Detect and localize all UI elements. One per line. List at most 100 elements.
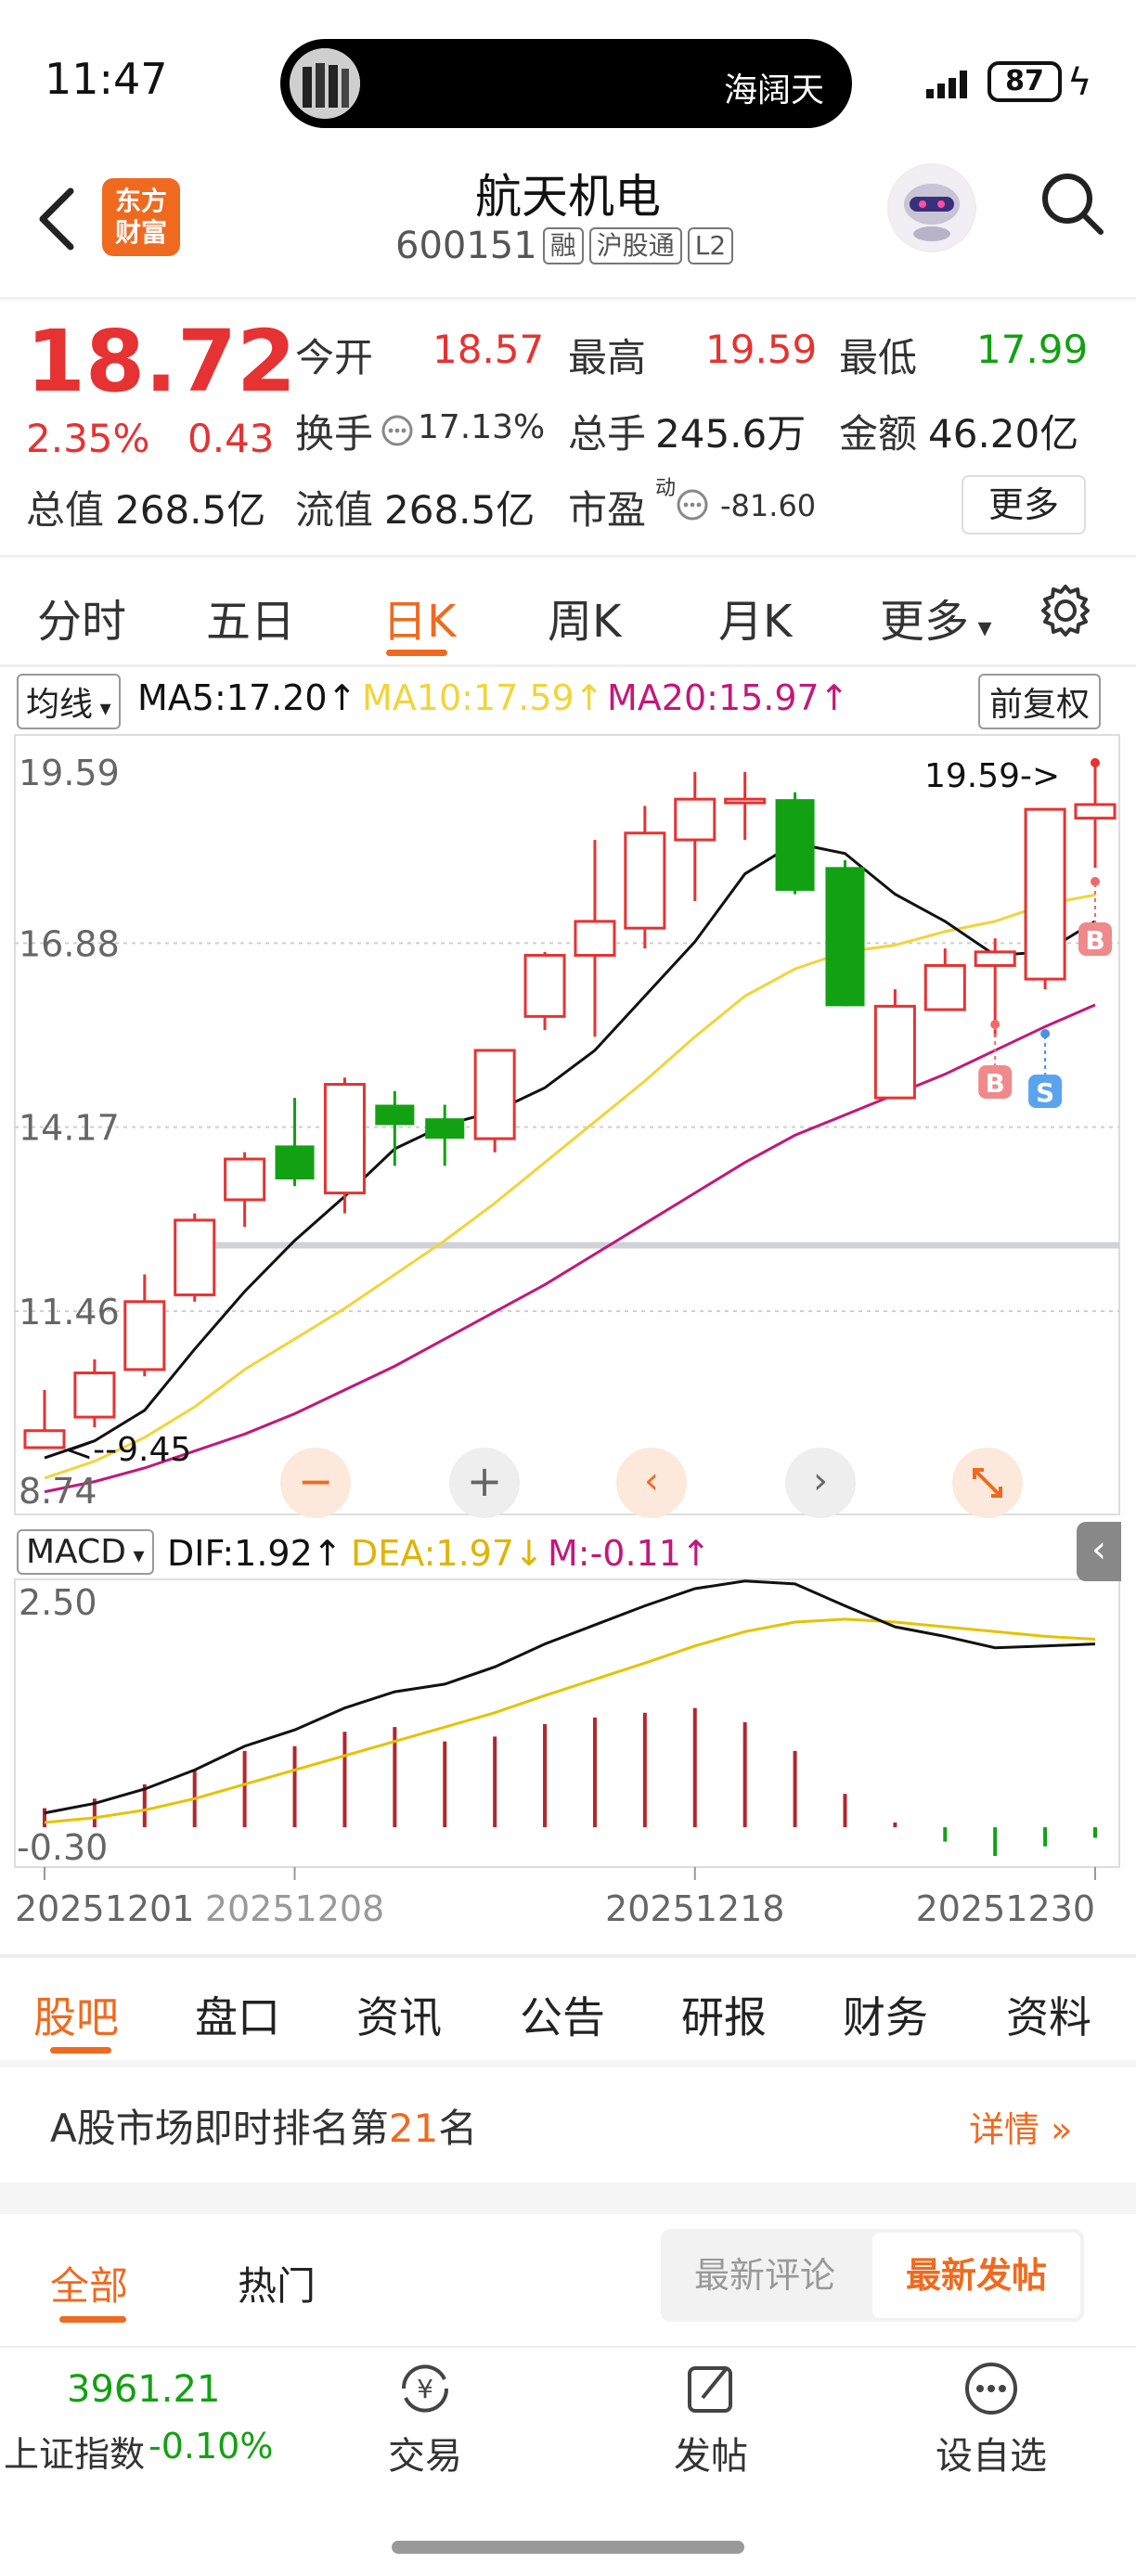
- candle-body-up: [323, 1083, 366, 1195]
- more-quote-button[interactable]: 更多: [962, 475, 1086, 535]
- stock-name: 航天机电: [475, 170, 661, 224]
- tab-weekly-k[interactable]: 周K: [548, 596, 622, 648]
- search-icon[interactable]: [1036, 167, 1106, 238]
- nav-trade[interactable]: ¥ 交易: [351, 2361, 499, 2479]
- assistant-robot-icon[interactable]: [887, 163, 976, 252]
- signal-dot: [1091, 877, 1100, 886]
- candle-body-up: [473, 1049, 516, 1140]
- tab-more[interactable]: 更多 ▾: [880, 596, 992, 648]
- music-island[interactable]: 海阔天: [280, 39, 852, 128]
- macd-frame: [14, 1578, 1120, 1868]
- adjust-button[interactable]: 前复权: [978, 674, 1102, 729]
- back-icon[interactable]: [32, 182, 87, 256]
- section-gap: [0, 2060, 1136, 2069]
- index-value[interactable]: 3961.21: [67, 2368, 221, 2411]
- candle-body-down: [425, 1118, 465, 1140]
- rank-row[interactable]: [0, 2067, 1136, 2183]
- status-time: 11:47: [45, 54, 168, 104]
- pe-value: -81.60: [720, 488, 817, 523]
- ma10-value: MA10:17.59↑: [362, 677, 604, 718]
- amount-value: 46.20亿: [928, 411, 1079, 457]
- tag-level2: L2: [687, 227, 734, 264]
- tab-monthly-k[interactable]: 月K: [718, 596, 793, 648]
- low-label: 最低: [839, 335, 918, 380]
- candle-body-up: [224, 1157, 266, 1202]
- candle-body-up: [73, 1372, 116, 1419]
- nav-trade-label: 交易: [388, 2435, 462, 2478]
- tab-announcements[interactable]: 公告: [520, 1992, 605, 2042]
- price-axis-label: 8.74: [19, 1471, 97, 1512]
- price-axis-label: 11.46: [19, 1292, 120, 1333]
- signal-badge: [978, 1065, 1013, 1099]
- low-marker: <--9.45: [65, 1431, 191, 1469]
- candle-body-up: [1074, 803, 1117, 820]
- ma20-value: MA20:15.97↑: [607, 677, 849, 718]
- nav-post[interactable]: 发帖: [637, 2361, 785, 2479]
- amount-label: 金额: [839, 411, 918, 457]
- gear-icon[interactable]: [1036, 581, 1095, 640]
- move-left-button[interactable]: ‹: [616, 1448, 687, 1518]
- candle-body-up: [624, 831, 666, 930]
- tab-pankou[interactable]: 盘口: [195, 1992, 280, 2042]
- tab-news[interactable]: 资讯: [356, 1992, 442, 2042]
- pe-info-icon[interactable]: [676, 488, 709, 522]
- candle-body-up: [574, 920, 616, 957]
- tab-daily-k[interactable]: 日K: [382, 596, 457, 648]
- macd-select[interactable]: MACD ▾: [17, 1529, 154, 1575]
- info-icon[interactable]: [381, 414, 414, 447]
- date-label: 20251208: [205, 1888, 384, 1929]
- change-amount: 0.43: [187, 416, 275, 461]
- signal-icon: [926, 71, 967, 98]
- feed-tab-hot[interactable]: 热门: [238, 2263, 316, 2309]
- candlestick-chart[interactable]: 19.59 16.88 14.17 11.46 8.74 19.59-> <--9.45 B…: [0, 0, 1136, 1967]
- zoom-out-button[interactable]: −: [280, 1448, 351, 1518]
- volume-value: 245.6万: [655, 411, 807, 457]
- rank-detail-link[interactable]: 详情 »: [969, 2109, 1073, 2150]
- collapse-panel-button[interactable]: ‹: [1077, 1522, 1121, 1581]
- signal-letter: B: [986, 1068, 1005, 1099]
- sort-latest-post[interactable]: 最新发帖: [872, 2233, 1080, 2318]
- float-value: 268.5亿: [384, 487, 536, 533]
- candle-body-up: [923, 963, 966, 1011]
- tab-finance[interactable]: 财务: [843, 1992, 928, 2042]
- fullscreen-icon[interactable]: [952, 1448, 1023, 1518]
- candle-body-down: [375, 1104, 415, 1126]
- ma5-value: MA5:17.20↑: [137, 677, 357, 718]
- candle-body-up: [1024, 807, 1066, 981]
- candle-body-down: [275, 1145, 315, 1179]
- tab-guba[interactable]: 股吧: [33, 1992, 119, 2042]
- macd-axis-bottom: -0.30: [17, 1827, 108, 1868]
- active-tab-underline: [386, 650, 447, 656]
- move-right-button[interactable]: ›: [785, 1448, 856, 1518]
- kchart-frame: [14, 734, 1120, 1515]
- post-icon: [688, 2366, 732, 2413]
- dea-value: DEA:1.97↓: [351, 1533, 544, 1574]
- quote-divider: [0, 555, 1136, 558]
- bottom-bar: [0, 2346, 1136, 2576]
- battery-level: 87: [988, 61, 1062, 102]
- open-value: 18.57: [432, 327, 545, 372]
- eastmoney-logo: 东方 财富: [102, 178, 180, 256]
- sort-latest-comment[interactable]: 最新评论: [693, 2255, 835, 2296]
- tab-research[interactable]: 研报: [681, 1992, 767, 2042]
- index-name[interactable]: 上证指数: [4, 2434, 146, 2475]
- dea-line: [44, 1617, 1096, 1824]
- indicator-select[interactable]: 均线 ▾: [17, 674, 121, 729]
- tab-intraday[interactable]: 分时: [37, 596, 127, 648]
- candle-body-up: [974, 950, 1016, 967]
- pe-superscript: 动: [655, 477, 677, 500]
- low-value: 17.99: [976, 327, 1089, 372]
- tag-connect: 沪股通: [588, 227, 682, 264]
- feed-tab-all[interactable]: 全部: [50, 2263, 129, 2309]
- rank-gap: [0, 2183, 1136, 2214]
- turnover-label: 换手: [295, 411, 374, 457]
- macd-axis-top: 2.50: [19, 1582, 97, 1623]
- zoom-in-button[interactable]: +: [449, 1448, 520, 1518]
- tab-five-day[interactable]: 五日: [206, 596, 296, 648]
- nav-watchlist[interactable]: 设自选: [917, 2361, 1065, 2479]
- tab-profile[interactable]: 资料: [1006, 1992, 1091, 2042]
- section-tab-underline: [50, 2047, 111, 2054]
- change-percent: 2.35%: [26, 416, 150, 461]
- home-indicator[interactable]: [392, 2541, 744, 2554]
- date-label: 20251218: [605, 1888, 784, 1929]
